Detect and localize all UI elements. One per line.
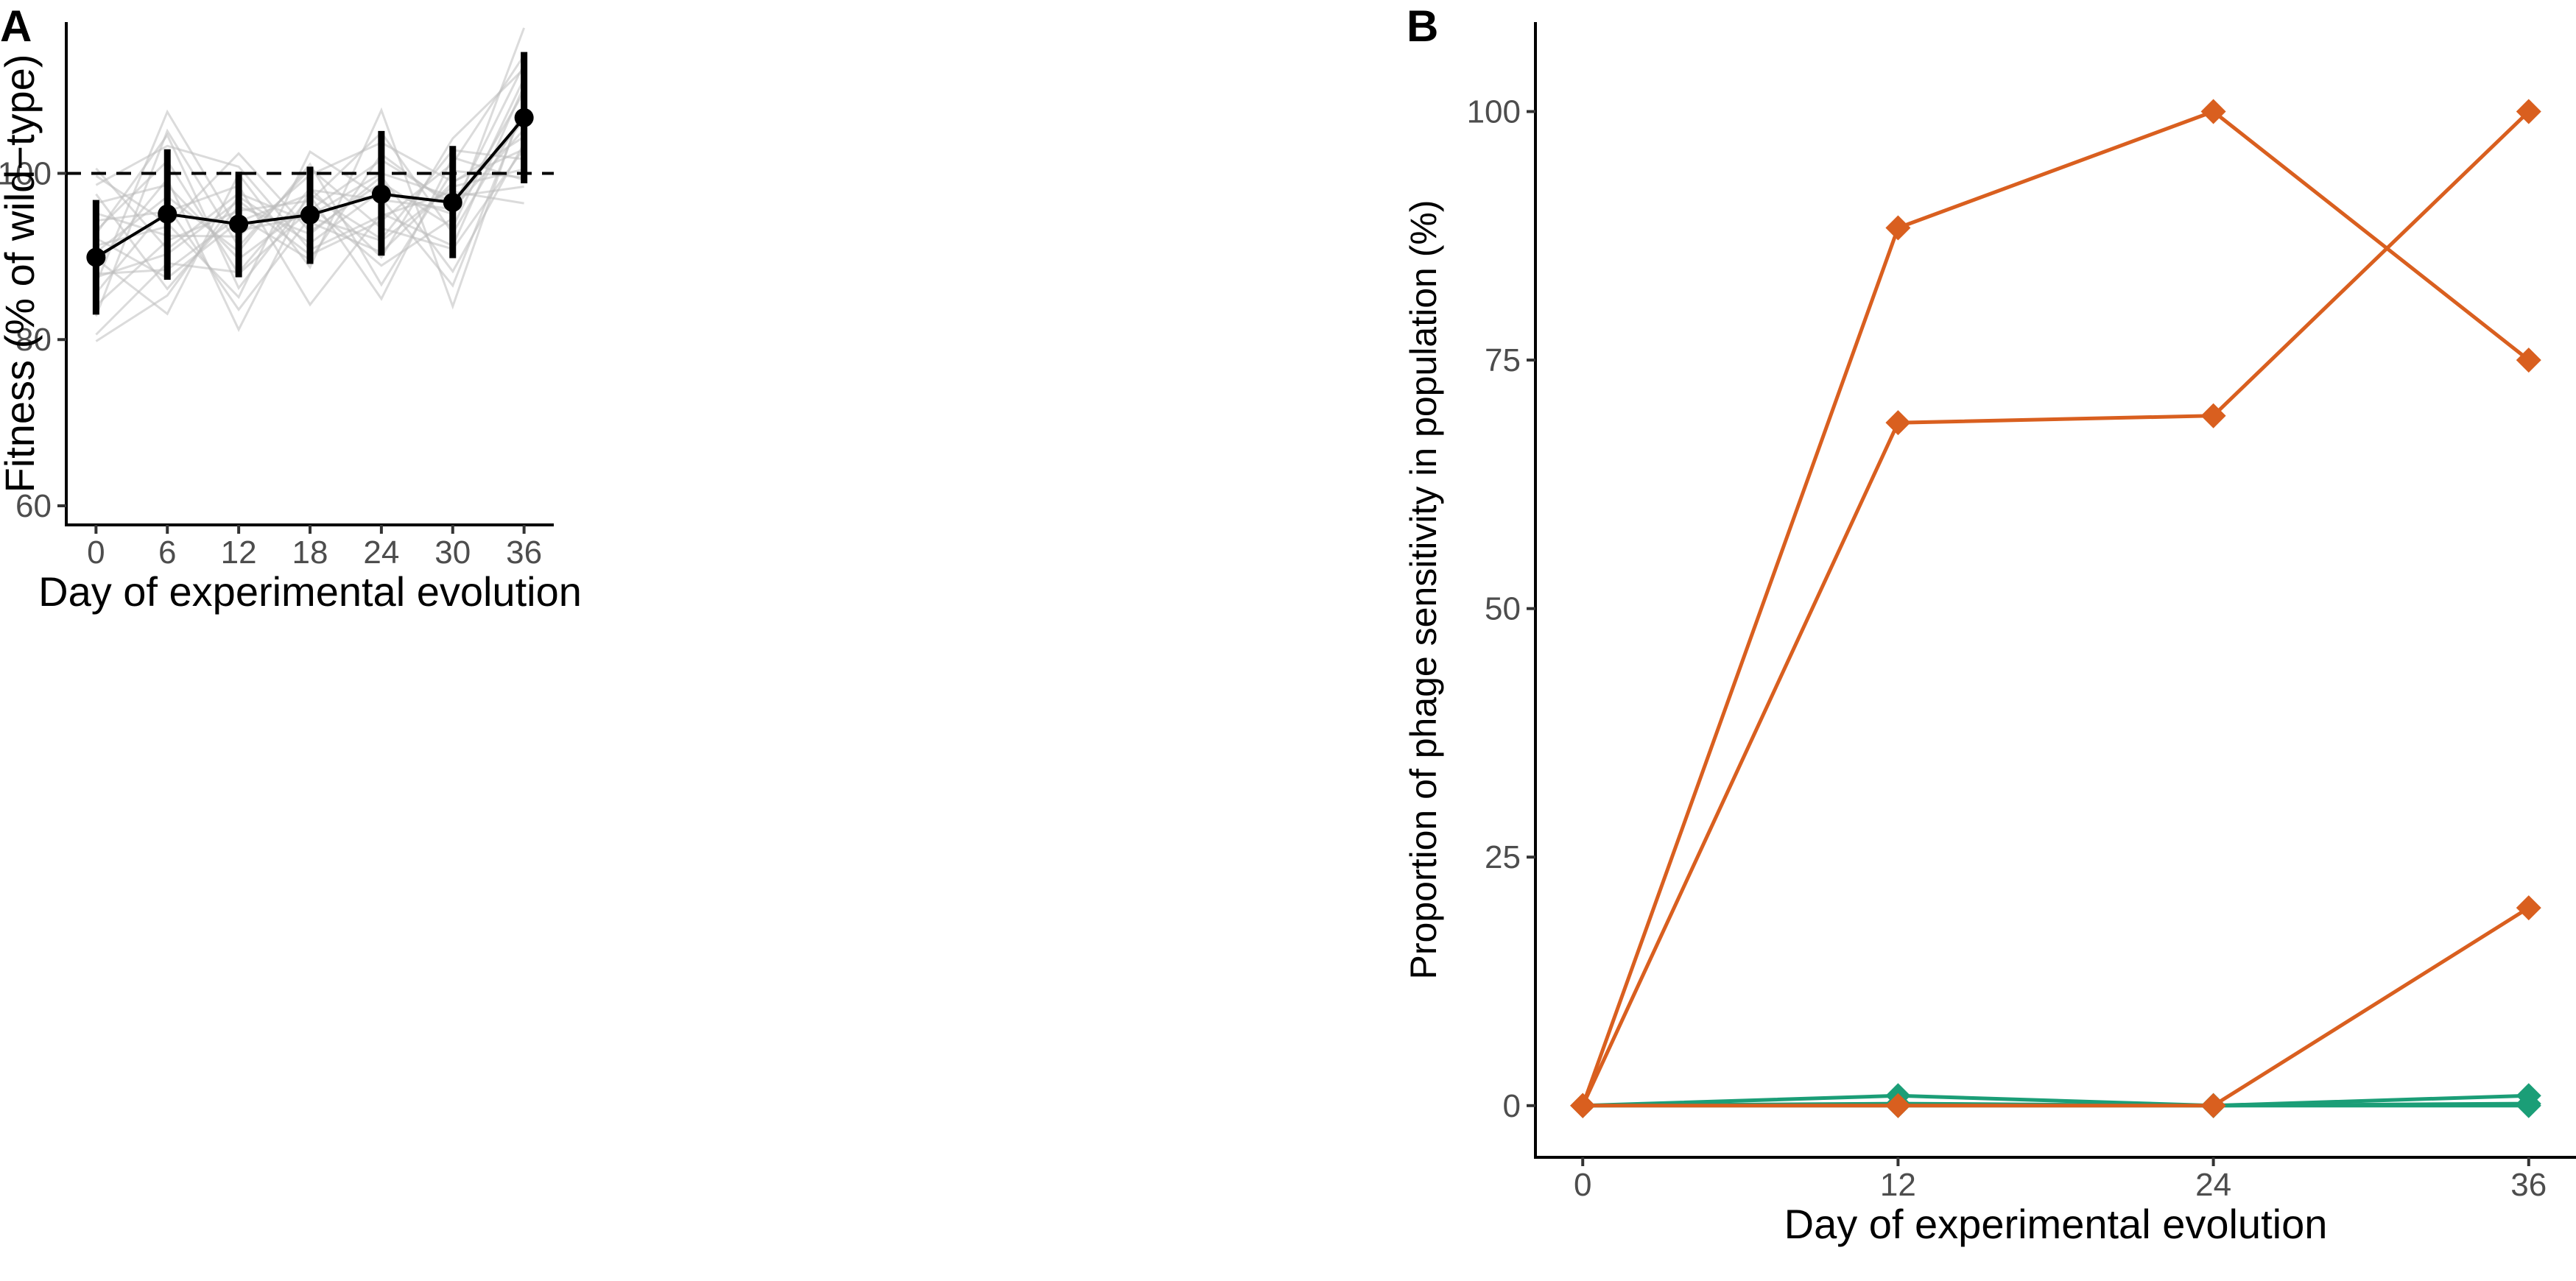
diamond-marker [2200,99,2226,124]
x-tick-label: 18 [292,534,328,571]
series-lines [1570,99,2541,1118]
series-line [1583,1093,2529,1108]
series-line [1580,109,2530,1107]
x-tick-label: 24 [2195,1167,2231,1203]
y-tick-label: 100 [1467,94,1521,130]
x-tick-label: 0 [1574,1167,1591,1203]
diamond-marker [2516,1091,2541,1117]
y-tick-label: 60 [15,488,52,524]
y-tick-label: 50 [1485,591,1521,627]
panel-b-letter: B [1407,1,1438,51]
x-tick-label: 30 [434,534,471,571]
mean-point [158,204,177,224]
y-tick-label: 0 [1503,1088,1521,1124]
x-axis-title: Day of experimental evolution [38,568,582,615]
y-tick-label: 75 [1485,342,1521,378]
mean-point [229,214,249,234]
y-tick-label: 80 [15,322,52,358]
mean-series [86,52,534,315]
y-axis-ticks: 0 25 50 75 100 [1467,94,1535,1124]
y-tick-label: 100 [0,155,52,191]
panel-a: A 0 6 12 18 24 30 36 60 80 100 Day of experiment… [0,1,582,615]
diamond-marker [1885,1093,1911,1118]
diamond-marker [2516,895,2541,921]
diamond-marker [1570,1093,1596,1118]
y-axis-title: Fitness (% of wild−type) [0,54,43,493]
x-tick-label: 24 [363,534,399,571]
panel-a-letter: A [0,1,32,51]
x-tick-label: 36 [506,534,542,571]
x-axis-ticks: 0 12 24 36 [1574,1157,2547,1203]
replicate-line [95,101,526,316]
series-line [1583,906,2530,1108]
x-tick-label: 0 [87,534,105,571]
mean-point [86,247,106,267]
x-axis-title: Day of experimental evolution [1784,1201,2328,1247]
x-tick-label: 36 [2510,1167,2547,1203]
mean-point [371,184,391,204]
y-axis-ticks: 60 80 100 [0,155,66,524]
x-axis-ticks: 0 6 12 18 24 30 36 [87,525,542,571]
diamond-marker [2200,1093,2226,1118]
diamond-marker [2516,347,2541,373]
diamond-marker [1885,215,1911,241]
series-line [1580,110,2530,1107]
y-axis-title: Proportion of phage sensitivity in popul… [1403,200,1444,980]
mean-point [514,107,534,127]
x-tick-label: 12 [221,534,257,571]
panel-b: B 0 12 24 36 0 25 50 75 100 Day of experimental… [1403,1,2576,1247]
x-tick-label: 12 [1880,1167,1916,1203]
y-tick-label: 25 [1485,839,1521,875]
diamond-marker [2516,99,2541,124]
mean-point [443,192,462,212]
diamond-marker [2200,403,2226,428]
x-tick-label: 6 [158,534,176,571]
diamond-marker [1885,410,1911,436]
mean-point [300,205,320,225]
